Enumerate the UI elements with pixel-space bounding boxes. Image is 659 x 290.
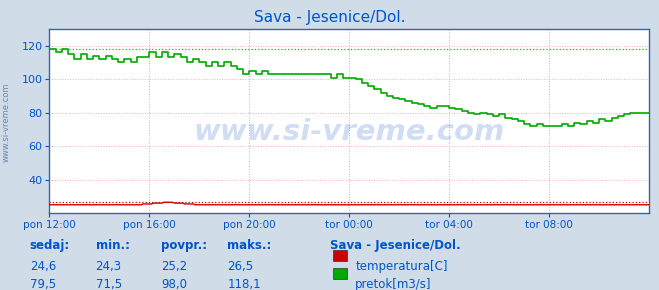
Text: 26,5: 26,5 — [227, 260, 254, 273]
Text: www.si-vreme.com: www.si-vreme.com — [2, 82, 11, 162]
Text: 24,6: 24,6 — [30, 260, 56, 273]
Text: Sava - Jesenice/Dol.: Sava - Jesenice/Dol. — [330, 239, 460, 252]
Text: 25,2: 25,2 — [161, 260, 188, 273]
Text: 118,1: 118,1 — [227, 278, 261, 290]
Text: 98,0: 98,0 — [161, 278, 187, 290]
Text: www.si-vreme.com: www.si-vreme.com — [194, 118, 505, 146]
Text: Sava - Jesenice/Dol.: Sava - Jesenice/Dol. — [254, 10, 405, 25]
Text: 71,5: 71,5 — [96, 278, 122, 290]
Text: 24,3: 24,3 — [96, 260, 122, 273]
Text: pretok[m3/s]: pretok[m3/s] — [355, 278, 432, 290]
Text: 79,5: 79,5 — [30, 278, 56, 290]
Text: temperatura[C]: temperatura[C] — [355, 260, 447, 273]
Text: min.:: min.: — [96, 239, 130, 252]
Text: maks.:: maks.: — [227, 239, 272, 252]
Text: povpr.:: povpr.: — [161, 239, 208, 252]
Text: sedaj:: sedaj: — [30, 239, 70, 252]
